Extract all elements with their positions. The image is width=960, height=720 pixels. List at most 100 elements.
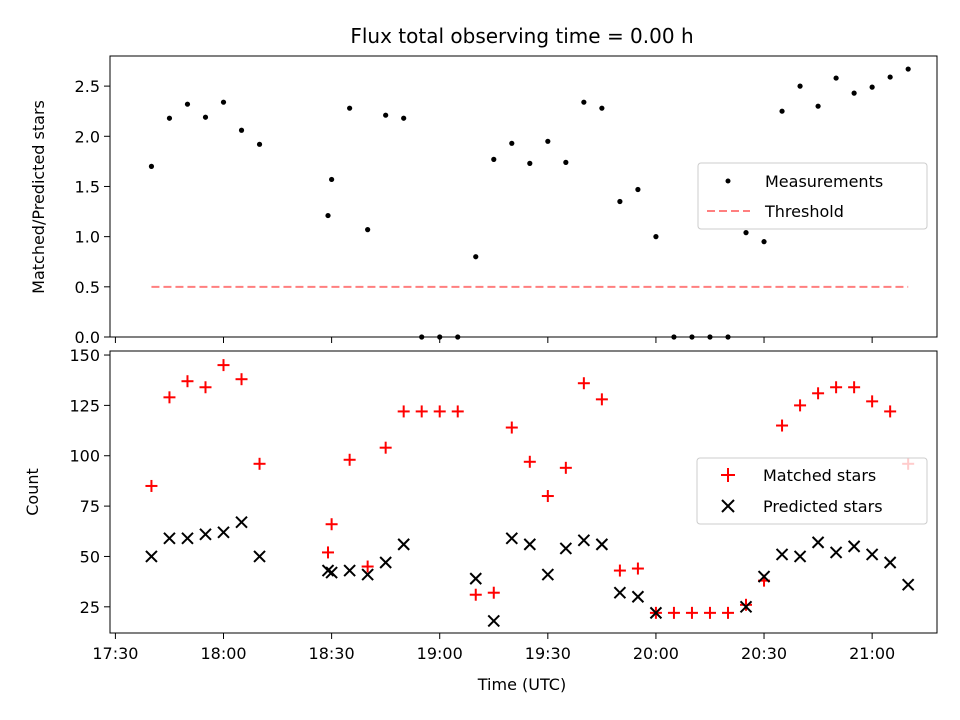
x-tick-label-0: 17:30: [92, 644, 138, 663]
matched-star-point: [343, 453, 356, 466]
matched-star-point: [559, 461, 572, 474]
matched-star-point: [217, 359, 230, 372]
measurement-point: [887, 74, 893, 80]
matched-star-point: [740, 598, 753, 611]
measurement-point: [779, 108, 785, 114]
measurement-point: [455, 334, 461, 340]
matched-star-point: [322, 546, 335, 559]
measurement-point: [797, 83, 803, 89]
bottom-panel: 25 50 75 100 125 150 17:30 18:00 18:30 19:00 19:3…: [23, 346, 938, 694]
matched-star-point: [830, 381, 843, 394]
predicted-star-point: [325, 566, 338, 579]
matched-star-point: [253, 457, 266, 470]
predicted-star-point: [793, 550, 807, 563]
top-y-tick-label-3: 1.5: [75, 177, 100, 196]
measurement-point: [365, 227, 371, 233]
predicted-star-point: [541, 568, 555, 581]
legend-measurements-label: Measurements: [765, 172, 883, 191]
matched-star-point: [794, 399, 807, 412]
measurement-point: [437, 334, 443, 340]
predicted-star-point: [145, 550, 158, 563]
measurement-point: [473, 254, 479, 260]
predicted-star-point: [811, 536, 825, 549]
measurement-point: [833, 75, 839, 81]
measurement-point: [419, 334, 425, 340]
bottom-y-ticks: 25 50 75 100 125 150: [69, 346, 110, 617]
predicted-star-point: [865, 548, 879, 561]
measurement-point: [256, 141, 263, 147]
bottom-y-tick-label-4: 125: [69, 396, 100, 415]
matched-star-point: [848, 381, 861, 394]
predicted-star-point: [217, 526, 230, 539]
predicted-star-point: [559, 542, 573, 555]
x-axis-title: Time (UTC): [477, 675, 566, 694]
measurement-point: [617, 198, 623, 205]
matched-star-point: [884, 405, 897, 418]
matched-star-point: [721, 606, 734, 619]
measurement-point: [635, 186, 641, 193]
bottom-x-ticks: 17:30 18:00 18:30 19:00 19:30 20:00 20:30 21:00: [92, 633, 895, 663]
measurement-points: [148, 66, 911, 340]
bottom-legend: Matched stars Predicted stars: [696, 457, 928, 525]
measurement-point: [761, 239, 767, 245]
measurement-point: [527, 160, 533, 166]
predicted-star-point: [523, 538, 537, 551]
matched-star-point: [685, 606, 698, 619]
predicted-star-point: [649, 606, 663, 620]
bottom-y-tick-label-5: 150: [69, 346, 100, 365]
matched-star-point: [812, 387, 825, 400]
bottom-y-tick-label-1: 50: [80, 547, 100, 566]
matched-star-point: [181, 375, 194, 388]
matched-star-point: [361, 560, 374, 573]
top-panel-frame: [109, 55, 938, 338]
top-y-tick-label-0: 0.0: [75, 328, 100, 347]
matched-star-point: [235, 373, 248, 386]
measurement-point: [671, 334, 677, 340]
top-y-ticks: 0.0 0.5 1.0 1.5 2.0 2.5: [75, 77, 110, 347]
measurement-point: [707, 334, 713, 340]
measurement-point: [581, 99, 587, 105]
top-y-axis-title: Matched/Predicted stars: [29, 100, 48, 294]
predicted-star-point: [739, 600, 753, 614]
measurement-point: [491, 156, 497, 162]
measurement-point: [220, 99, 227, 105]
predicted-star-point: [321, 564, 335, 577]
matched-star-point: [145, 479, 158, 492]
bottom-y-axis-title: Count: [23, 468, 42, 516]
top-legend-box: [697, 162, 928, 230]
top-y-tick-label-1: 0.5: [75, 278, 100, 297]
matched-star-point: [703, 606, 716, 619]
measurement-point: [238, 127, 245, 133]
matched-star-point: [523, 455, 536, 468]
measurement-point: [202, 114, 209, 120]
matched-star-point: [379, 441, 392, 454]
predicted-star-point: [631, 590, 645, 603]
predicted-star-point: [343, 564, 356, 577]
x-tick-label-2: 18:30: [309, 644, 355, 663]
matched-star-point: [415, 405, 428, 418]
matched-star-point: [667, 606, 680, 619]
measurement-point: [851, 90, 857, 96]
measurement-point: [545, 138, 551, 144]
measurement-point: [725, 334, 731, 340]
matched-star-point: [487, 586, 500, 599]
top-y-tick-label-5: 2.5: [75, 77, 100, 96]
bottom-y-tick-label-3: 100: [69, 447, 100, 466]
measurement-point: [653, 234, 659, 240]
measurement-point: [148, 163, 155, 169]
matched-star-point: [541, 490, 554, 503]
measurement-point: [347, 105, 353, 111]
matched-star-point: [433, 405, 446, 418]
matched-star-point: [199, 381, 212, 394]
measurement-point: [869, 84, 875, 90]
predicted-star-point: [847, 540, 861, 553]
top-y-tick-label-4: 2.0: [75, 127, 100, 146]
legend-predicted-marker: [721, 499, 735, 513]
measurement-point: [815, 103, 821, 109]
x-tick-label-5: 20:00: [633, 644, 679, 663]
predicted-star-point: [487, 614, 500, 628]
measurement-point: [329, 176, 335, 183]
legend-measurements-marker: [725, 178, 731, 184]
matched-star-point: [631, 562, 644, 575]
